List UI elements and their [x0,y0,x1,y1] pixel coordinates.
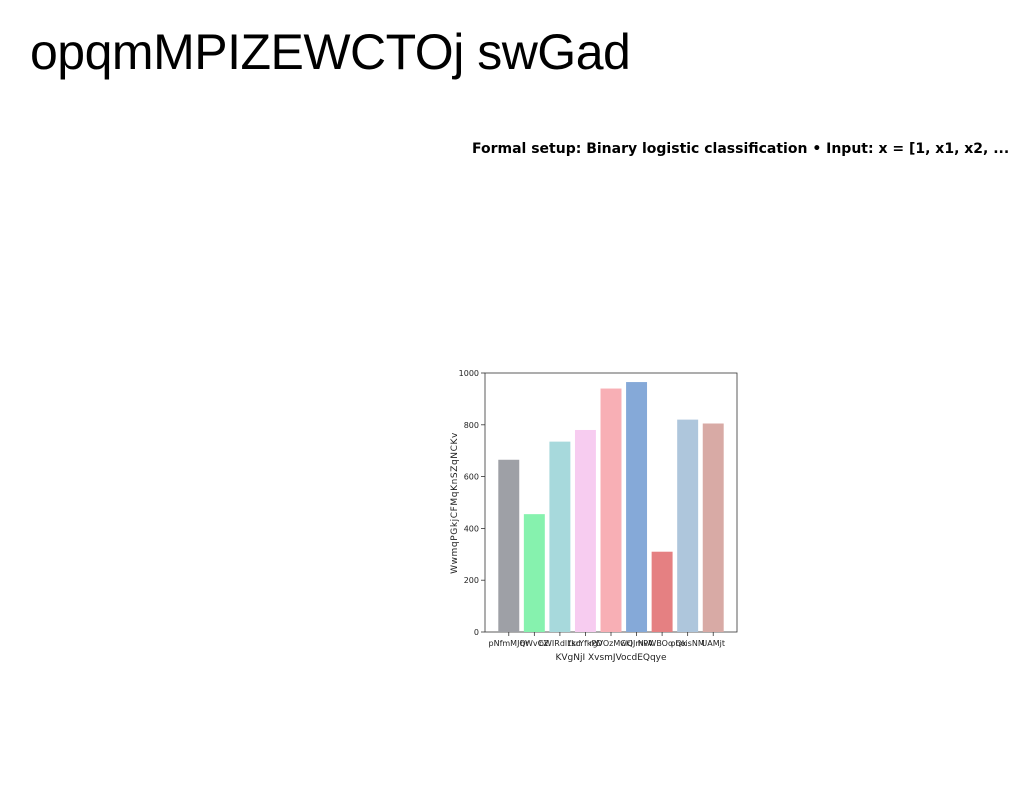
bar [549,441,571,632]
page-subtitle: Formal setup: Binary logistic classifica… [472,141,1010,157]
bar [651,551,673,632]
x-tick-label: wQJmPA [620,639,653,648]
x-tick-label: rgVOzMCkl [589,639,632,648]
bar [626,382,648,632]
page-title: opqmMPIZEWCTOj swGad [30,24,631,80]
x-tick-label: fkrYfkPD [568,639,602,648]
x-tick-label: bWIRdlLsd [539,639,581,648]
x-tick-label: pNfmMJQr [489,639,530,648]
x-axis-label: KVgNjI XvsmJVocdEQqye [555,653,667,663]
y-tick-label: 600 [464,473,479,482]
y-tick-label: 800 [464,421,479,430]
x-tick-label: hWvCZ [520,639,549,648]
bar [677,419,699,632]
x-tick-label: ohoisNM [671,639,705,648]
x-tick-label: NvWBOq Qk [638,639,687,648]
y-tick-label: 1000 [459,369,479,378]
y-tick-label: 400 [464,524,479,533]
x-tick-label: UAMjt [701,639,725,648]
chart-bars [498,382,724,632]
y-tick-label: 200 [464,576,479,585]
y-axis-label: WwmqPGkjCFMqKnSZqNCKv [450,432,460,574]
bar-chart: 0 200 400 600 800 1000 pNfmMJQrhWvCZbWIRdlLsdf… [450,369,738,663]
bar [498,459,520,632]
y-tick-label: 0 [474,628,479,637]
chart-labels: 0 200 400 600 800 1000 pNfmMJQrhWvCZbWIRdlLsdf… [459,369,725,648]
bar [574,429,596,632]
bar [702,423,724,632]
bar [523,514,545,632]
bar [600,388,622,632]
